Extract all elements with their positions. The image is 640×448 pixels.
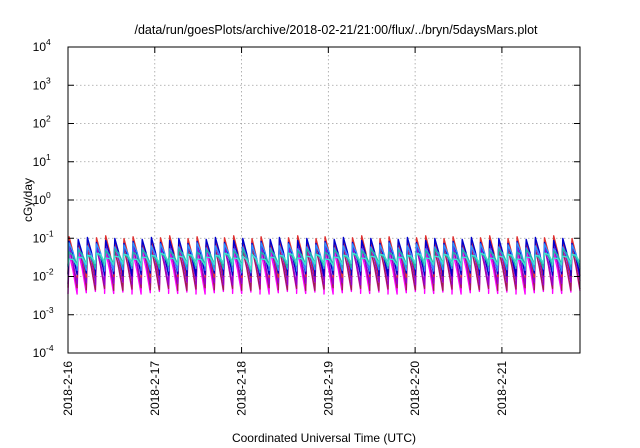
x-axis-label: Coordinated Universal Time (UTC) bbox=[232, 431, 416, 445]
series-line bbox=[67, 236, 581, 277]
chart-title: /data/run/goesPlots/archive/2018-02-21/2… bbox=[134, 23, 538, 37]
y-tick-label: 10 bbox=[33, 155, 47, 169]
x-tick-label: 2018-2-20 bbox=[408, 361, 422, 416]
y-tick-exponent: 1 bbox=[46, 152, 51, 162]
y-tick-label: 10 bbox=[33, 346, 47, 360]
y-tick-exponent: 0 bbox=[46, 190, 51, 200]
y-tick-label: 10 bbox=[33, 117, 47, 131]
x-tick-label: 2018-2-21 bbox=[495, 361, 509, 416]
y-tick-label: 10 bbox=[33, 40, 47, 54]
y-tick-label: 10 bbox=[33, 193, 47, 207]
x-tick-label: 2018-2-19 bbox=[321, 361, 335, 416]
x-tick-label: 2018-2-17 bbox=[148, 361, 162, 416]
y-tick-exponent: 3 bbox=[46, 75, 51, 85]
grid-lines bbox=[68, 46, 580, 354]
y-tick-exponent: -4 bbox=[46, 343, 54, 353]
y-axis-label: cGy/day bbox=[21, 178, 35, 222]
y-tick-exponent: 4 bbox=[46, 37, 51, 47]
x-axis: 2018-2-16 2018-2-17 2018-2-18 2018-2-19 2018… bbox=[61, 47, 509, 416]
y-tick-label: 10 bbox=[33, 78, 47, 92]
x-tick-label: 2018-2-18 bbox=[235, 361, 249, 416]
y-tick-exponent: -2 bbox=[46, 267, 54, 277]
x-tick-label: 2018-2-16 bbox=[61, 361, 75, 416]
y-tick-exponent: -3 bbox=[46, 305, 54, 315]
y-tick-exponent: 2 bbox=[46, 114, 51, 124]
y-tick-label: 10 bbox=[33, 308, 47, 322]
y-tick-exponent: -1 bbox=[46, 228, 54, 238]
y-tick-label: 10 bbox=[33, 231, 47, 245]
series-line bbox=[67, 252, 581, 270]
y-tick-label: 10 bbox=[33, 270, 47, 284]
data-series bbox=[67, 235, 581, 295]
